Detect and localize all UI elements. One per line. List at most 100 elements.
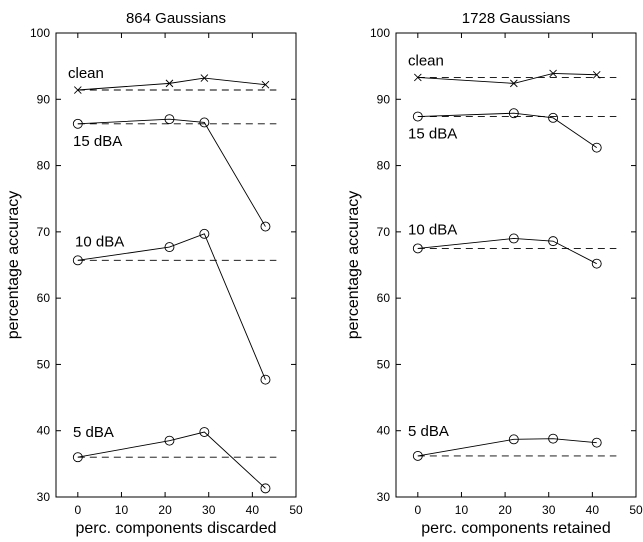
x-tick-label: 40: [246, 503, 260, 517]
y-tick-label: 40: [377, 424, 391, 438]
circle-marker: [199, 117, 210, 128]
series-line: [77, 118, 266, 227]
circle-marker: [72, 255, 83, 266]
series-line: [417, 438, 597, 457]
x-marker: [261, 80, 270, 89]
y-tick-label: 100: [370, 26, 390, 40]
series-3: 5 dBA: [72, 424, 277, 494]
series-1: 15 dBA: [72, 114, 277, 232]
y-tick-label: 30: [377, 490, 391, 504]
x-tick-label: 0: [74, 503, 81, 517]
series-2: 10 dBA: [408, 221, 617, 269]
x-tick-label: 50: [629, 503, 643, 517]
x-marker: [592, 70, 601, 79]
circle-marker: [260, 221, 271, 232]
circle-marker: [72, 452, 83, 463]
circle-marker: [412, 111, 423, 122]
circle-marker: [508, 434, 519, 445]
circle-marker: [591, 258, 602, 269]
x-marker-stroke: [509, 79, 518, 88]
x-tick-label: 40: [586, 503, 600, 517]
x-marker-stroke: [73, 86, 82, 94]
x-tick-label: 20: [498, 503, 512, 517]
y-tick-label: 90: [37, 92, 51, 106]
y-axis-label: percentage accuracy: [5, 191, 22, 340]
circle-marker: [412, 450, 423, 461]
series-0: clean: [408, 52, 617, 88]
x-marker-stroke: [165, 79, 174, 88]
y-tick-label: 40: [37, 424, 51, 438]
circle-marker: [591, 437, 602, 448]
y-tick-label: 80: [37, 159, 51, 173]
x-marker-stroke: [413, 73, 422, 82]
series-2: 10 dBA: [72, 228, 277, 385]
series-label: 10 dBA: [408, 221, 457, 238]
circle-marker: [199, 427, 210, 437]
y-tick-label: 90: [377, 92, 391, 106]
series-label: 10 dBA: [75, 233, 124, 250]
circle-marker: [164, 114, 175, 125]
series-label: clean: [68, 65, 104, 82]
x-tick-label: 10: [115, 503, 129, 517]
x-marker-stroke: [261, 80, 270, 89]
series-line: [417, 72, 597, 84]
series-line: [77, 77, 266, 91]
y-tick-label: 70: [377, 225, 391, 239]
series-0: clean: [68, 65, 277, 94]
circle-marker: [548, 236, 559, 247]
y-tick-label: 80: [377, 159, 391, 173]
x-marker: [549, 69, 557, 78]
x-tick-label: 50: [289, 503, 303, 517]
circle-marker: [591, 142, 602, 153]
series-line: [417, 112, 597, 149]
circle-marker: [412, 243, 423, 254]
plot-frame: [55, 32, 297, 498]
series-label: 15 dBA: [408, 126, 457, 143]
circle-marker: [164, 242, 175, 253]
series-label: clean: [408, 52, 444, 69]
series-3: 5 dBA: [408, 423, 617, 461]
chart-title: 864 Gaussians: [126, 10, 226, 27]
y-tick-label: 70: [37, 225, 51, 239]
series-line: [77, 431, 266, 489]
x-axis-label: perc. components retained: [421, 520, 610, 537]
circle-marker: [508, 108, 519, 119]
x-tick-label: 0: [414, 503, 421, 517]
y-tick-label: 60: [37, 291, 51, 305]
x-marker-stroke: [200, 74, 209, 82]
chart-panel-2: 1728 Gaussians 0 10 20 30 40 50 30 40 50 60 70 80 90 1…: [345, 10, 643, 537]
series-line: [417, 238, 597, 265]
y-tick-label: 50: [37, 357, 51, 371]
circle-marker: [548, 112, 559, 123]
x-marker: [509, 79, 518, 88]
series-line: [77, 233, 266, 380]
x-marker-stroke: [549, 69, 557, 78]
x-marker-stroke: [592, 70, 601, 79]
series-1: 15 dBA: [408, 108, 617, 153]
series-label: 15 dBA: [73, 133, 122, 150]
circle-marker: [548, 433, 559, 444]
x-marker: [165, 79, 174, 88]
y-tick-label: 50: [377, 357, 391, 371]
series-label: 5 dBA: [73, 424, 114, 441]
circle-marker: [164, 435, 175, 446]
series-label: 5 dBA: [408, 423, 449, 440]
chart-title: 1728 Gaussians: [462, 10, 570, 27]
x-tick-label: 30: [542, 503, 556, 517]
plot-frame: [395, 32, 637, 498]
circle-marker: [72, 118, 83, 129]
x-marker: [413, 73, 422, 82]
x-axis-label: perc. components discarded: [76, 520, 277, 537]
circle-marker: [260, 374, 271, 385]
x-tick-label: 20: [158, 503, 172, 517]
y-tick-label: 30: [37, 490, 51, 504]
x-marker: [200, 74, 209, 82]
y-axis-label: percentage accuracy: [345, 191, 362, 340]
chart-panel-1: 864 Gaussians 0 10 20 30 40 50 30 40 50 60 70 80 90 10…: [5, 10, 303, 537]
y-tick-label: 60: [377, 291, 391, 305]
circle-marker: [199, 228, 210, 239]
y-tick-label: 100: [30, 26, 50, 40]
circle-marker: [508, 233, 519, 244]
